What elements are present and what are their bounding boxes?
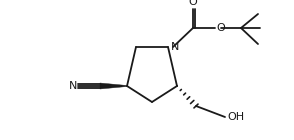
Text: N: N xyxy=(171,42,179,52)
Text: O: O xyxy=(189,0,197,7)
Text: O: O xyxy=(216,23,225,33)
Text: N: N xyxy=(69,81,77,91)
Polygon shape xyxy=(100,83,127,89)
Text: OH: OH xyxy=(227,112,244,122)
